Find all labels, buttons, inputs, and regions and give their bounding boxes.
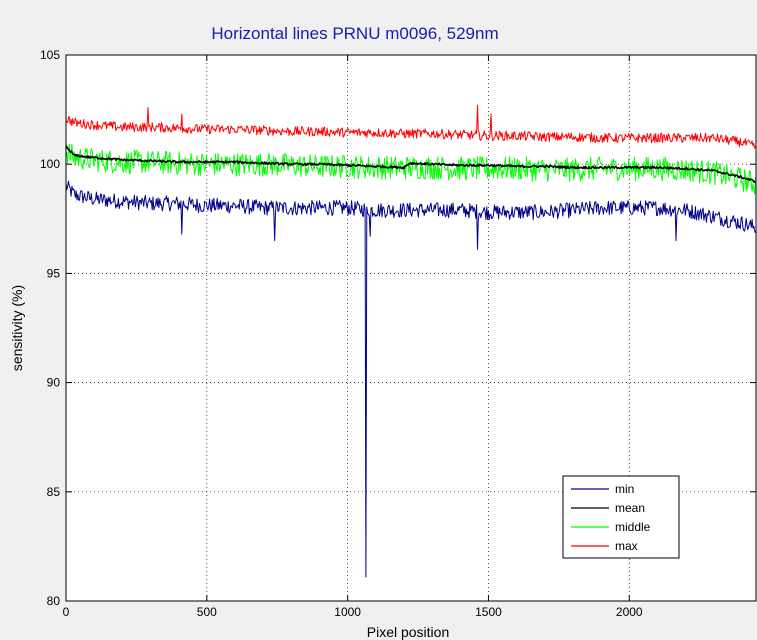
legend-label-middle: middle [615,520,651,534]
legend-label-max: max [615,539,638,553]
legend-label-min: min [615,482,634,496]
y-tick-label: 85 [47,485,61,499]
x-tick-label: 1000 [334,605,361,619]
x-tick-label: 2000 [616,605,643,619]
ticks: 0 500 1000 1500 2000 80 85 90 95 100 105 [40,48,756,619]
y-axis-label: sensitivity (%) [9,285,25,371]
series-layer [65,104,757,578]
y-tick-label: 105 [40,48,60,62]
y-tick-label: 100 [40,157,60,171]
legend-box [562,475,680,559]
series-line-mean [65,145,757,183]
series-line-middle [65,143,756,195]
legend: min mean middle max [562,475,680,559]
x-axis-label: Pixel position [367,624,450,640]
y-tick-label: 95 [47,266,61,280]
legend-label-mean: mean [615,501,645,515]
x-tick-label: 0 [63,605,70,619]
x-tick-label: 500 [197,605,217,619]
x-tick-label: 1500 [475,605,502,619]
y-tick-label: 90 [47,376,61,390]
series-line-max [65,104,756,149]
series-line-min [65,180,756,578]
y-tick-label: 80 [47,594,61,608]
plot-frame [65,54,757,602]
chart-title: Horizontal lines PRNU m0096, 529nm [211,24,498,43]
